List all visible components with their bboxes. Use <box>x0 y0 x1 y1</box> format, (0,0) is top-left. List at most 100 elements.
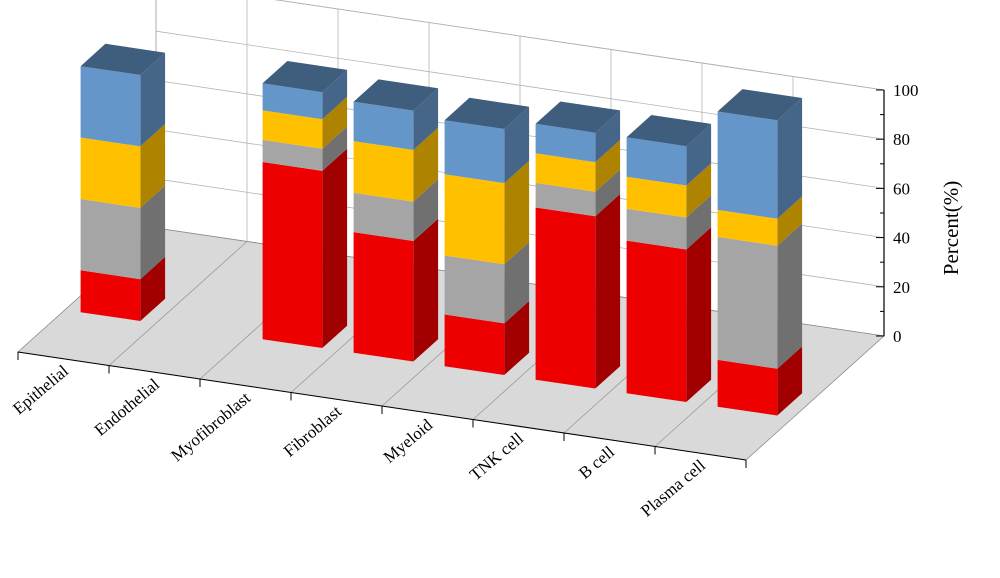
bar-segment <box>80 256 166 321</box>
bar-segment <box>444 301 530 375</box>
bar-top <box>535 101 621 133</box>
bar-segment-front <box>80 270 141 321</box>
bar-top <box>80 43 166 75</box>
bar-segment <box>717 98 803 219</box>
bar-segment <box>80 52 166 147</box>
bar-segment-front <box>444 120 505 184</box>
bar-segment-front <box>535 153 596 192</box>
bar-segment <box>535 169 621 217</box>
y-tick-label: 40 <box>893 229 910 248</box>
bar-top <box>262 61 348 93</box>
y-tick-label: 100 <box>893 81 919 100</box>
x-tick-label: Plasma cell <box>637 456 709 521</box>
bar-segment-side <box>777 98 803 219</box>
bar-segment-front <box>80 66 141 147</box>
bar-segment-front <box>535 123 596 163</box>
bar-segment-side <box>686 195 712 250</box>
bar-segment-side <box>322 148 348 348</box>
bar-segment-front <box>262 162 323 348</box>
bar-segment-front <box>717 236 778 369</box>
bar-segment-side <box>322 69 348 120</box>
bar-myofibroblast <box>262 61 348 348</box>
bar-myeloid <box>444 97 530 375</box>
bar-segment-side <box>595 169 621 217</box>
bar-top <box>626 115 712 147</box>
x-tick-label: Myeloid <box>380 415 437 467</box>
bar-segment-side <box>413 88 439 150</box>
bar-segment-side <box>413 127 439 202</box>
bar-epithelial <box>80 43 166 321</box>
y-tick-label: 60 <box>893 179 910 198</box>
bar-plasma-cell <box>717 89 803 416</box>
bar-segment <box>262 69 348 120</box>
bar-segment <box>353 127 439 202</box>
bar-segment-side <box>413 218 439 362</box>
bar-segment <box>717 196 803 246</box>
x-tick-label: Fibroblast <box>280 402 345 461</box>
bar-segment <box>353 88 439 150</box>
bar-segment-front <box>626 137 687 186</box>
bar-segment-side <box>322 96 348 149</box>
bar-segment-side <box>686 163 712 218</box>
bar-segment <box>80 124 166 208</box>
bar-segment-side <box>413 179 439 241</box>
bar-segment-side <box>140 256 166 321</box>
bar-segment <box>80 185 166 280</box>
bars <box>80 43 803 416</box>
bar-segment-front <box>626 176 687 218</box>
bar-segment-side <box>140 185 166 280</box>
y-axis: 0 20 40 60 80 100 <box>876 81 919 346</box>
bar-segment <box>262 126 348 171</box>
bar-segment-front <box>444 174 505 265</box>
bar-segment <box>535 110 621 163</box>
bar-top <box>353 79 439 111</box>
bar-segment-front <box>262 139 323 171</box>
bar-top <box>717 89 803 121</box>
x-tick-label: B cell <box>575 442 618 483</box>
bar-segment-side <box>595 194 621 389</box>
bar-segment-front <box>262 83 323 120</box>
y-tick-label: 80 <box>893 130 910 149</box>
bar-segment <box>626 195 712 250</box>
bar-segment-side <box>504 301 530 375</box>
x-tick-label: Epithelial <box>9 361 72 418</box>
bar-segment-front <box>353 232 414 362</box>
bar-segment-front <box>444 255 505 324</box>
x-tick-label: TNK cell <box>466 429 527 485</box>
bar-segment-front <box>262 110 323 149</box>
bar-segment <box>535 139 621 192</box>
bar-segment-front <box>353 141 414 202</box>
bar-segment-front <box>717 359 778 416</box>
bar-segment-side <box>595 139 621 192</box>
bar-segment-side <box>504 242 530 324</box>
y-tick-label: 20 <box>893 278 910 297</box>
bar-fibroblast <box>353 79 439 362</box>
bar-segment-front <box>353 101 414 150</box>
bar-segment-side <box>140 124 166 208</box>
bar-segment-side <box>777 346 803 416</box>
bar-segment-side <box>140 52 166 147</box>
x-tick-label: Myofibroblast <box>167 388 254 465</box>
bar-segment <box>626 227 712 402</box>
bar-segment-side <box>322 126 348 171</box>
bar-segment-front <box>80 199 141 280</box>
bar-segment <box>717 223 803 369</box>
bar-segment <box>444 242 530 324</box>
bar-segment <box>262 96 348 149</box>
bar-segment-side <box>595 110 621 163</box>
bar-segment-front <box>535 182 596 217</box>
floor-gridline <box>108 241 248 366</box>
bar-segment-front <box>717 209 778 246</box>
bar-segment-side <box>504 106 530 184</box>
bar-segment-side <box>777 196 803 246</box>
bar-segment-front <box>717 111 778 219</box>
bar-segment-front <box>626 240 687 402</box>
bar-segment-side <box>686 227 712 402</box>
x-tick-label: Endothelial <box>91 375 163 440</box>
bar-segment-front <box>626 208 687 250</box>
y-axis-title: Percent(%) <box>939 181 963 275</box>
bar-segment-side <box>686 123 712 186</box>
bar-segment <box>353 179 439 241</box>
bar-segment <box>626 163 712 218</box>
